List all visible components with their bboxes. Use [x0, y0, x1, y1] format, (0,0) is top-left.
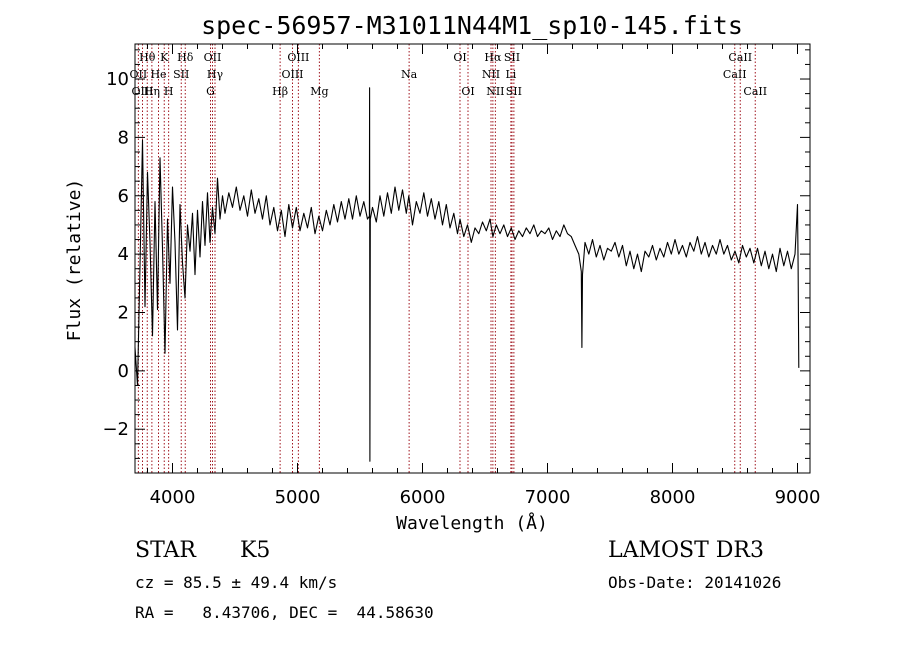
y-tick-label: 2 — [118, 302, 129, 323]
survey-name: LAMOST DR3 — [608, 538, 764, 563]
y-tick-label: 4 — [118, 244, 129, 265]
line-marker-label: Hθ — [139, 51, 156, 64]
line-marker-label: CaII — [743, 85, 767, 98]
line-marker-label: G — [206, 85, 215, 98]
x-tick-label: 8000 — [650, 487, 696, 508]
object-class: STAR — [135, 538, 196, 563]
chart-title: spec-56957-M31011N44M1_sp10-145.fits — [201, 11, 743, 40]
x-axis-label: Wavelength (Å) — [396, 512, 548, 534]
line-marker-label: OI — [453, 51, 466, 64]
x-tick-label: 7000 — [525, 487, 571, 508]
line-marker-label: OII — [204, 51, 222, 64]
line-marker-label: Mg — [310, 85, 328, 98]
line-marker-label: OIII — [281, 68, 303, 81]
line-marker-label: NII — [482, 68, 500, 81]
line-marker-label: CaII — [723, 68, 747, 81]
y-tick-label: −2 — [102, 419, 129, 440]
line-marker-label: Hδ — [177, 51, 194, 64]
line-marker-label: CaII — [728, 51, 752, 64]
line-marker-label: OII — [130, 68, 148, 81]
redshift-info: cz = 85.5 ± 49.4 km/s — [135, 573, 338, 592]
y-axis-label: Flux (relative) — [64, 179, 85, 342]
line-marker-label: Hη — [144, 85, 160, 98]
x-tick-label: 5000 — [275, 487, 321, 508]
line-marker-label: Na — [401, 68, 418, 81]
line-marker-label: Hβ — [272, 85, 288, 98]
line-marker-label: K — [160, 51, 169, 64]
line-marker-label: Li — [505, 68, 516, 81]
observation-date: Obs-Date: 20141026 — [608, 573, 782, 592]
line-marker-label: OIII — [287, 51, 309, 64]
spectrum-line — [134, 87, 800, 462]
line-marker-label: Hα — [484, 51, 502, 64]
line-marker-label: Hγ — [207, 68, 224, 81]
y-tick-label: 8 — [118, 127, 129, 148]
y-tick-label: 6 — [118, 186, 129, 207]
line-marker-label: OIII — [131, 85, 153, 98]
object-subclass: K5 — [240, 538, 271, 563]
x-tick-label: 4000 — [150, 487, 196, 508]
y-tick-label: 10 — [106, 69, 129, 90]
line-marker-label: NII — [486, 85, 504, 98]
coordinates: RA = 8.43706, DEC = 44.58630 — [135, 603, 434, 622]
line-marker-label: SII — [173, 68, 189, 81]
y-tick-label: 0 — [118, 361, 129, 382]
line-marker-label: OI — [461, 85, 474, 98]
line-marker-label: H — [164, 85, 174, 98]
plot-frame — [134, 43, 811, 474]
x-tick-label: 6000 — [400, 487, 446, 508]
line-marker-label: SII — [506, 85, 522, 98]
line-marker-label: SII — [504, 51, 520, 64]
line-marker-label: He — [150, 68, 166, 81]
x-tick-label: 9000 — [775, 487, 821, 508]
